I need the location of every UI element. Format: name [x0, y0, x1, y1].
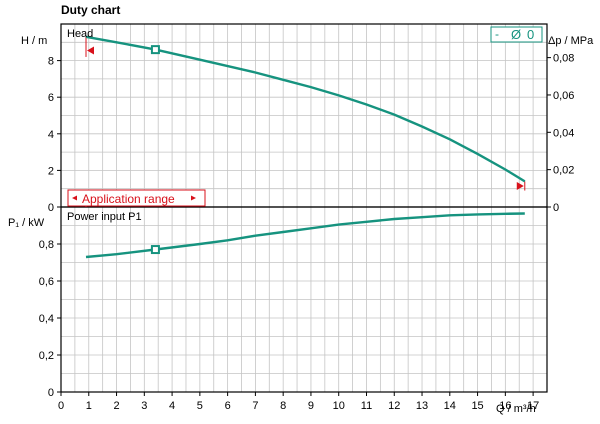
- head-curve: [85, 35, 526, 183]
- application-range-box: Application range: [67, 189, 206, 207]
- legend: - Ø 0: [490, 26, 543, 43]
- range-left-arrow-icon: [72, 195, 77, 201]
- x-tick-label: 13: [416, 400, 428, 412]
- y2-tick-label-pressure: 0: [553, 202, 559, 214]
- y2-tick-label-pressure: 0,08: [553, 53, 574, 65]
- x-tick-label: 2: [113, 400, 119, 412]
- y-tick-label-power: 0,4: [39, 313, 54, 325]
- x-axis-label-flow: Q / m³/h: [496, 403, 536, 415]
- grid: [61, 24, 547, 392]
- legend-diameter-value: 0: [527, 27, 534, 42]
- y-axis-label-power: P₁ / kW: [8, 217, 45, 229]
- y-tick-label-head: 2: [48, 165, 54, 177]
- x-tick-label: 5: [197, 400, 203, 412]
- y-tick-label-head: 6: [48, 92, 54, 104]
- head-duty-point-marker: [150, 45, 160, 55]
- x-tick-label: 6: [225, 400, 231, 412]
- range-start-marker-icon: [86, 46, 94, 55]
- x-tick-label: 16: [499, 400, 511, 412]
- x-tick-label: 4: [169, 400, 175, 412]
- x-tick-label: 9: [308, 400, 314, 412]
- y-tick-label-power: 0,6: [39, 276, 54, 288]
- data-series: [85, 35, 526, 259]
- application-range: [85, 36, 526, 207]
- power-panel-label: Power input P1: [67, 211, 142, 223]
- x-tick-label: 17: [527, 400, 539, 412]
- y2-tick-label-pressure: 0,06: [553, 90, 574, 102]
- x-tick-label: 7: [252, 400, 258, 412]
- x-tick-label: 1: [86, 400, 92, 412]
- y-tick-label-head: 4: [48, 129, 54, 141]
- legend-diameter-symbol: Ø: [511, 27, 521, 42]
- chart-title: Duty chart: [61, 3, 120, 17]
- range-right-arrow-icon: [191, 195, 196, 201]
- application-range-frame: [67, 189, 206, 207]
- y-tick-label-head: 0: [48, 202, 54, 214]
- x-tick-label: 12: [388, 400, 400, 412]
- application-range-label: Application range: [82, 192, 175, 206]
- power-panel-frame: [60, 206, 548, 393]
- head-panel-label: Head: [67, 28, 93, 40]
- x-tick-label: 11: [361, 400, 372, 412]
- y2-tick-label-pressure: 0,02: [553, 165, 574, 177]
- x-tick-label: 3: [141, 400, 147, 412]
- x-tick-label: 10: [333, 400, 345, 412]
- x-tick-label: 0: [58, 400, 64, 412]
- power-duty-point-marker: [150, 245, 160, 255]
- power-curve: [85, 212, 525, 259]
- x-tick-label: 14: [444, 400, 456, 412]
- x-tick-label: 8: [280, 400, 286, 412]
- y-tick-label-power: 0,8: [39, 239, 54, 251]
- legend-box: [490, 26, 543, 43]
- y2-axis-label-pressure: Δp / MPa: [548, 35, 594, 47]
- y-tick-label-power: 0,2: [39, 350, 54, 362]
- legend-prefix: -: [495, 27, 499, 41]
- y-tick-label-head: 8: [48, 56, 54, 68]
- x-tick-label: 15: [471, 400, 483, 412]
- y-axis-label-head: H / m: [21, 35, 47, 47]
- y2-tick-label-pressure: 0,04: [553, 127, 574, 139]
- y-tick-label-power: 0: [48, 387, 54, 399]
- range-end-marker-icon: [516, 181, 524, 190]
